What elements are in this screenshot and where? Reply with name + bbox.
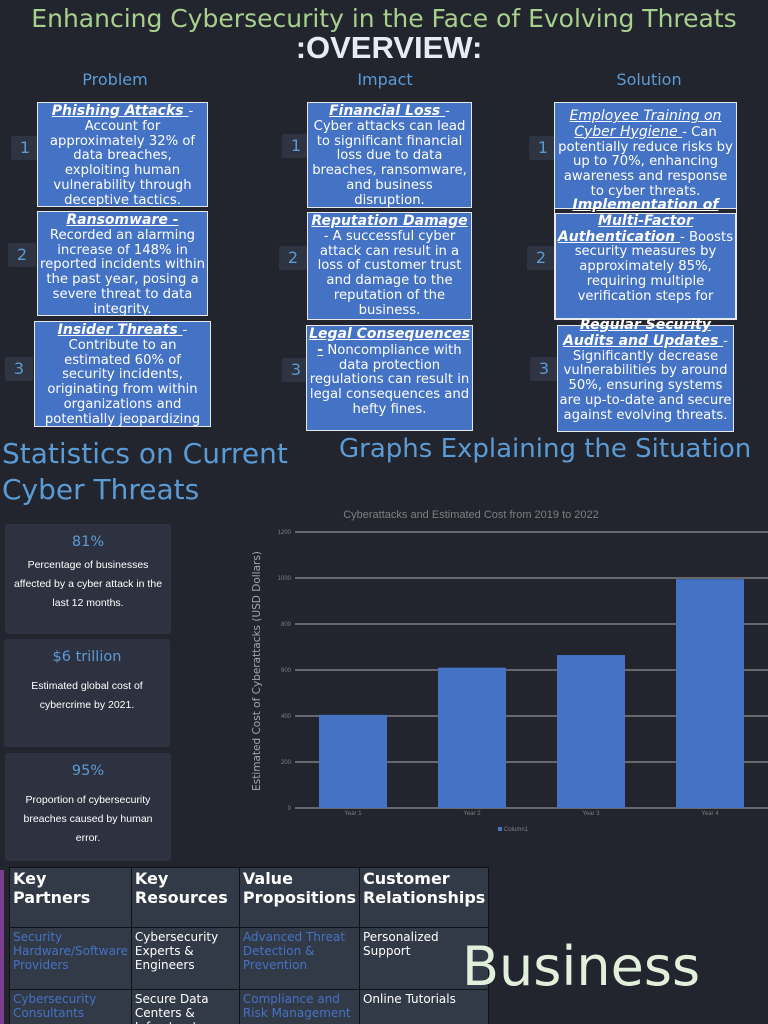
chart-bar [676, 579, 744, 808]
solution-number-badge: 2 [527, 246, 555, 270]
card-title: Insider Threats [57, 322, 183, 338]
stat-box: 81% Percentage of businesses affected by… [5, 524, 171, 634]
chart-x-tick-label: Year 2 [463, 811, 481, 817]
stat-label: Percentage of businesses affected by a c… [13, 559, 163, 609]
card-separator: - [680, 229, 685, 245]
chart-title: Cyberattacks and Estimated Cost from 201… [343, 509, 599, 521]
legend-label: Column1 [504, 827, 529, 833]
table-cell: Cybersecurity Consultants [9, 989, 132, 1024]
table-cell: Cybersecurity Experts & Engineers [130, 927, 240, 990]
chart-y-tick-label: 0 [288, 806, 292, 812]
chart-bar [557, 655, 625, 808]
chart-x-tick-label: Year 3 [582, 811, 600, 817]
stat-value: $6 trillion [52, 649, 122, 665]
card-title: Ransomware - [66, 212, 179, 228]
card-text: Account for approximately 32% of data br… [49, 118, 196, 207]
table-row: Security Hardware/Software Providers Cyb… [9, 927, 490, 990]
bar-chart: Cyberattacks and Estimated Cost from 201… [251, 509, 768, 833]
chart-y-axis-label: Estimated Cost of Cyberattacks (USD Doll… [251, 551, 263, 791]
card-title: Employee Training on Cyber Hygiene [569, 108, 722, 140]
card-title: Financial Loss [329, 103, 446, 119]
table-cell: Security Hardware/Software Providers [9, 927, 132, 990]
card-text: Cyber attacks can lead to significant fi… [312, 118, 467, 208]
solution-card: Implementation of Multi-Factor Authentic… [554, 198, 737, 320]
problem-number-badge: 3 [5, 357, 33, 381]
chart-x-tick-label: Year 1 [344, 811, 362, 817]
card-text: - A successful cyber attack can result i… [317, 228, 462, 318]
stat-label: Estimated global cost of cybercrime by 2… [31, 680, 143, 711]
chart-bar [438, 667, 506, 808]
card-title: Implementation of Multi-Factor Authentic… [557, 198, 719, 245]
graphs-heading: Graphs Explaining the Situation [339, 434, 752, 464]
impact-card: Financial Loss - Cyber attacks can lead … [307, 102, 472, 208]
table-row: Cybersecurity Consultants Secure Data Ce… [9, 989, 490, 1024]
solution-card: Employee Training on Cyber Hygiene - Can… [554, 102, 737, 209]
problem-number-badge: 1 [11, 136, 39, 160]
card-separator: - [445, 104, 450, 119]
impact-card: Reputation Damage - A successful cyber a… [307, 212, 472, 320]
card-text: Significantly decrease vulnerabilities b… [559, 348, 732, 423]
chart-bar [319, 714, 387, 808]
card-text: Boosts security measures by approximatel… [574, 229, 734, 304]
stat-box: 95% Proportion of cybersecurity breaches… [5, 753, 171, 861]
chart-y-tick-label: 1000 [278, 576, 292, 582]
card-text: Noncompliance with data protection regul… [309, 342, 470, 417]
table-header-row: Key Partners Key Resources Value Proposi… [9, 867, 490, 928]
solution-number-badge: 3 [530, 357, 558, 381]
solution-card: Regular Security Audits and Updates - Si… [557, 318, 734, 432]
table-cell: Compliance and Risk Management [238, 989, 360, 1024]
solution-number-badge: 1 [529, 136, 557, 160]
card-separator: - [723, 333, 728, 349]
chart-y-tick-label: 800 [281, 622, 292, 628]
table-cell: Personalized Support [358, 927, 490, 990]
chart-y-tick-label: 200 [281, 760, 292, 766]
table-cell: Secure Data Centers & Infrastructure [130, 989, 240, 1024]
table-header: Key Resources [130, 867, 240, 928]
stat-label: Proportion of cybersecurity breaches cau… [23, 794, 153, 844]
table-header: Value Propositions [238, 867, 360, 928]
column-header-impact: Impact [357, 70, 413, 89]
impact-number-badge: 2 [279, 246, 307, 270]
card-title: Legal Consequences - [309, 326, 470, 358]
table-cell: Online Tutorials [358, 989, 490, 1024]
column-header-solution: Solution [616, 70, 682, 89]
overview-heading: :OVERVIEW: [295, 30, 483, 65]
legend-swatch [498, 827, 502, 831]
table-header: Customer Relationships [358, 867, 490, 928]
statistics-heading: Statistics on Current Cyber Threats [2, 437, 288, 506]
table-cell: Advanced Threat Detection & Prevention [238, 927, 360, 990]
card-text: Contribute to an estimated 60% of securi… [44, 337, 201, 427]
problem-number-badge: 2 [8, 243, 36, 267]
impact-number-badge: 3 [282, 358, 310, 382]
card-title: Regular Security Audits and Updates [563, 318, 724, 349]
card-title: Phishing Attacks [51, 103, 189, 119]
impact-number-badge: 1 [282, 134, 310, 158]
stat-value: 81% [71, 534, 105, 550]
card-title: Reputation Damage [311, 213, 468, 229]
problem-card: Phishing Attacks - Account for approxima… [37, 102, 208, 207]
accent-bar [0, 870, 4, 1024]
stat-value: 95% [71, 763, 105, 779]
problem-card: Ransomware - Recorded an alarming increa… [37, 211, 208, 316]
card-separator: - [182, 323, 188, 338]
business-label: Business [462, 935, 701, 998]
chart-y-tick-label: 600 [281, 668, 292, 674]
business-model-table: Key Partners Key Resources Value Proposi… [9, 867, 490, 1024]
stat-box: $6 trillion Estimated global cost of cyb… [4, 639, 170, 747]
chart-x-tick-label: Year 4 [701, 811, 719, 817]
impact-card: Legal Consequences - Noncompliance with … [306, 325, 473, 431]
chart-y-tick-label: 400 [281, 714, 292, 720]
page-title: Enhancing Cybersecurity in the Face of E… [31, 4, 737, 33]
card-separator: - [682, 124, 687, 140]
column-header-problem: Problem [82, 70, 148, 89]
problem-card: Insider Threats - Contribute to an estim… [34, 321, 211, 427]
chart-y-tick-label: 1200 [278, 530, 292, 536]
card-separator: - [188, 104, 194, 119]
card-text: Can potentially reduce risks by up to 70… [558, 124, 733, 199]
card-text: Recorded an alarming increase of 148% in… [40, 227, 205, 316]
table-header: Key Partners [9, 867, 132, 928]
